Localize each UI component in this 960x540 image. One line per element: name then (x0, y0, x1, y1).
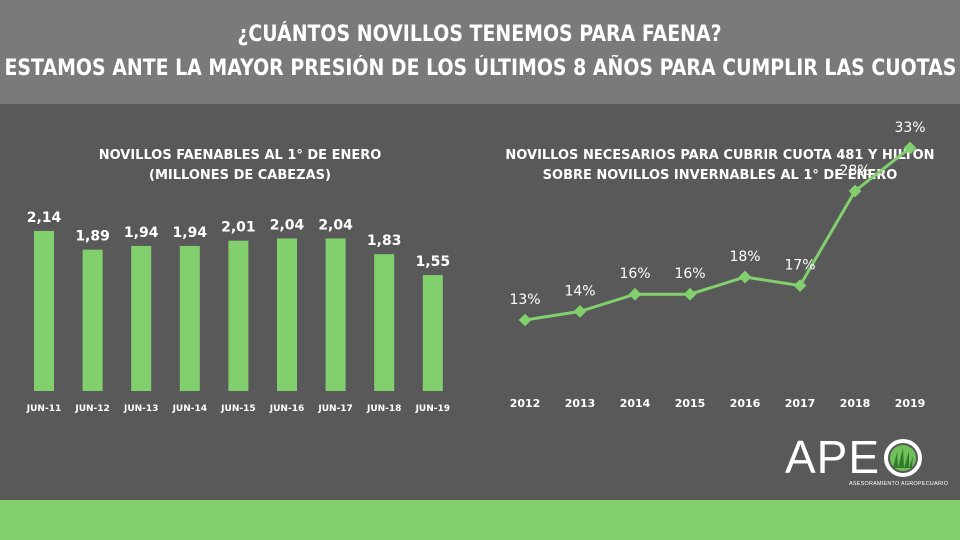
line-category-label: 2017 (785, 397, 816, 410)
title-banner: ¿CUÁNTOS NOVILLOS TENEMOS PARA FAENA? ES… (0, 0, 960, 104)
line-category-label: 2019 (895, 397, 926, 410)
bar-jun-13 (131, 245, 152, 391)
line-category-label: 2014 (620, 397, 651, 410)
line-category-label: 2016 (730, 397, 761, 410)
line-category-label: 2012 (510, 397, 541, 410)
line-value-label: 16% (619, 266, 650, 282)
bar-category-label: JUN-17 (317, 404, 352, 414)
bar-category-label: JUN-16 (269, 404, 304, 414)
bar-value-label: 1,55 (416, 254, 451, 270)
logo-subtitle: ASESORAMIENTO AGROPECUARIO (849, 481, 949, 487)
bar-category-label: JUN-13 (123, 404, 158, 414)
line-category-label: 2013 (565, 397, 596, 410)
bar-jun-19 (422, 275, 443, 391)
main-subtitle: ESTAMOS ANTE LA MAYOR PRESIÓN DE LOS ÚLT… (4, 56, 956, 81)
line-value-label: 16% (674, 266, 705, 282)
line-point-2017 (793, 279, 807, 292)
ape-logo: APE ASESORAMIENTO AGROPECUARIO (785, 431, 948, 494)
line-point-2015 (683, 287, 697, 301)
bar-chart-subtitle: (MILLONES DE CABEZAS) (149, 168, 331, 183)
bar-jun-12 (82, 249, 103, 391)
bar-category-label: JUN-15 (220, 404, 255, 414)
main-title: ¿CUÁNTOS NOVILLOS TENEMOS PARA FAENA? (237, 22, 723, 47)
line-category-label: 2018 (840, 397, 871, 410)
line-point-2016 (738, 270, 752, 284)
line-series (524, 146, 911, 322)
line-point-2012 (518, 313, 532, 327)
bar-category-label: JUN-11 (26, 404, 61, 414)
line-chart-title-block: NOVILLOS NECESARIOS PARA CUBRIR CUOTA 48… (490, 146, 950, 186)
bar-value-label: 1,94 (173, 225, 208, 241)
line-value-label: 13% (509, 292, 540, 308)
footer-bar (0, 500, 960, 540)
bar-value-label: 2,14 (27, 210, 62, 226)
bar-value-label: 1,89 (75, 229, 110, 245)
line-chart-title: NOVILLOS NECESARIOS PARA CUBRIR CUOTA 48… (505, 148, 935, 163)
bar-jun-14 (179, 245, 200, 391)
bar-chart-title: NOVILLOS FAENABLES AL 1° DE ENERO (98, 148, 382, 163)
line-category-label: 2015 (675, 397, 706, 410)
logo-text: APE (785, 431, 881, 483)
bar-category-label: JUN-19 (415, 404, 450, 414)
bar-value-label: 2,04 (270, 217, 305, 233)
line-point-2013 (573, 305, 587, 318)
line-chart-subtitle: SOBRE NOVILLOS INVERNABLES AL 1° DE ENER… (542, 168, 898, 183)
bar-value-label: 2,04 (318, 217, 353, 233)
bar-jun-11 (34, 230, 54, 391)
line-value-label: 28% (839, 163, 870, 179)
bar-jun-17 (325, 238, 346, 391)
bar-jun-16 (277, 238, 297, 391)
line-point-2014 (628, 287, 642, 301)
line-value-label: 14% (564, 283, 595, 299)
globe-grass-icon (884, 439, 922, 477)
bar-value-label: 1,83 (367, 233, 402, 249)
bar-chart-title-block: NOVILLOS FAENABLES AL 1° DE ENERO (MILLO… (40, 146, 440, 186)
bar-category-label: JUN-18 (366, 404, 401, 414)
line-value-label: 33% (894, 120, 925, 136)
bar-jun-18 (374, 254, 395, 391)
line-value-label: 18% (729, 249, 760, 265)
bar-value-label: 2,01 (221, 220, 256, 236)
line-value-label: 17% (784, 258, 815, 274)
bar-category-label: JUN-12 (74, 404, 109, 414)
bar-value-label: 1,94 (124, 225, 159, 241)
bar-jun-15 (228, 240, 249, 391)
bar-category-label: JUN-14 (172, 404, 207, 414)
